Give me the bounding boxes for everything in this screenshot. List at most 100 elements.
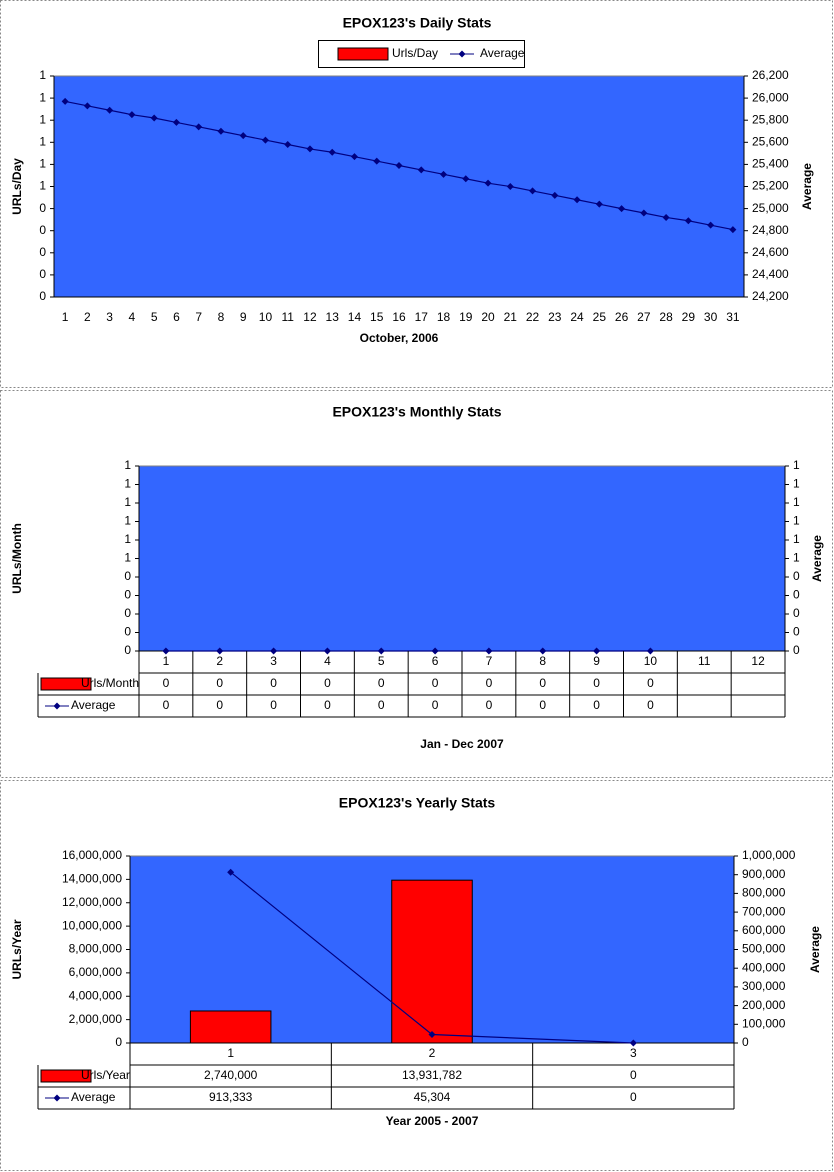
- legend-label: Average: [71, 1090, 116, 1104]
- x-tick-label: 19: [459, 310, 473, 324]
- tick-label: 0: [742, 1035, 749, 1049]
- table-cell: 0: [270, 698, 277, 712]
- legend-label: Urls/Month: [81, 676, 139, 690]
- marker: [484, 179, 492, 187]
- marker: [462, 175, 470, 183]
- marker: [270, 647, 278, 655]
- tick-label: 1: [39, 179, 46, 193]
- x-axis-title: Jan - Dec 2007: [420, 737, 504, 751]
- legend-key: [337, 47, 389, 61]
- table-header: 12: [751, 654, 765, 668]
- tick-label: 25,800: [752, 112, 789, 126]
- tick-label: 0: [793, 588, 800, 602]
- tick-label: 1: [793, 514, 800, 528]
- tick-label: 25,200: [752, 179, 789, 193]
- table-header: 7: [486, 654, 493, 668]
- marker: [216, 647, 224, 655]
- marker: [284, 141, 292, 149]
- x-tick-label: 26: [615, 310, 629, 324]
- x-tick-label: 5: [151, 310, 158, 324]
- table-header: 6: [432, 654, 439, 668]
- table-cell: 0: [216, 676, 223, 690]
- tick-label: 800,000: [742, 886, 786, 900]
- x-tick-label: 23: [548, 310, 562, 324]
- x-tick-label: 31: [726, 310, 740, 324]
- x-tick-label: 7: [195, 310, 202, 324]
- marker: [150, 114, 158, 122]
- marker: [539, 647, 547, 655]
- table-cell: 2,740,000: [204, 1068, 258, 1082]
- tick-label: 24,600: [752, 245, 789, 259]
- table-header: 4: [324, 654, 331, 668]
- marker: [417, 166, 425, 174]
- tick-label: 0: [39, 245, 46, 259]
- x-tick-label: 15: [370, 310, 384, 324]
- x-tick-label: 12: [303, 310, 317, 324]
- marker: [350, 153, 358, 161]
- tick-label: 25,400: [752, 157, 789, 171]
- tick-label: 1: [124, 458, 131, 472]
- chart-title: EPOX123's Yearly Stats: [339, 795, 496, 811]
- table-header: 1: [227, 1046, 234, 1060]
- marker: [629, 1039, 637, 1047]
- marker: [440, 170, 448, 178]
- x-tick-label: 16: [392, 310, 406, 324]
- y-axis-title: URLs/Year: [10, 919, 24, 979]
- tick-label: 0: [793, 643, 800, 657]
- marker: [485, 647, 493, 655]
- legend-key: [53, 1094, 61, 1102]
- legend-key: [53, 702, 61, 710]
- table-cell: 0: [593, 676, 600, 690]
- x-tick-label: 2: [84, 310, 91, 324]
- tick-label: 26,000: [752, 90, 789, 104]
- table-header: 8: [539, 654, 546, 668]
- table-cell: 0: [324, 676, 331, 690]
- legend-label: Urls/Year: [81, 1068, 130, 1082]
- marker: [729, 226, 737, 234]
- table-cell: 13,931,782: [402, 1068, 462, 1082]
- x-tick-label: 10: [259, 310, 273, 324]
- marker: [172, 118, 180, 126]
- y2-axis-title: Average: [810, 535, 824, 582]
- table-cell: 0: [163, 676, 170, 690]
- marker: [106, 106, 114, 114]
- table-cell: 0: [216, 698, 223, 712]
- tick-label: 300,000: [742, 979, 786, 993]
- table-cell: 0: [486, 676, 493, 690]
- tick-label: 12,000,000: [62, 895, 122, 909]
- tick-label: 1: [39, 68, 46, 82]
- legend-label: Average: [480, 46, 525, 60]
- tick-label: 8,000,000: [69, 942, 123, 956]
- table-cell: 0: [593, 698, 600, 712]
- x-tick-label: 1: [62, 310, 69, 324]
- tick-label: 1: [793, 477, 800, 491]
- table-header: 1: [163, 654, 170, 668]
- table-cell: 0: [630, 1090, 637, 1104]
- marker: [373, 157, 381, 165]
- x-tick-label: 27: [637, 310, 651, 324]
- tick-label: 1: [124, 532, 131, 546]
- legend-key: [458, 50, 466, 58]
- table-cell: 913,333: [209, 1090, 253, 1104]
- legend-key: [40, 677, 92, 691]
- marker: [573, 196, 581, 204]
- marker: [128, 111, 136, 119]
- tick-label: 900,000: [742, 867, 786, 881]
- tick-label: 700,000: [742, 904, 786, 918]
- marker: [428, 1031, 436, 1039]
- table-header: 3: [270, 654, 277, 668]
- tick-label: 1: [39, 112, 46, 126]
- x-tick-label: 30: [704, 310, 718, 324]
- x-axis-title: October, 2006: [360, 331, 439, 345]
- marker: [61, 97, 69, 105]
- tick-label: 0: [124, 643, 131, 657]
- tick-label: 0: [39, 267, 46, 281]
- table-cell: 0: [432, 676, 439, 690]
- x-tick-label: 11: [281, 310, 294, 324]
- table-header: 2: [429, 1046, 436, 1060]
- tick-label: 0: [39, 201, 46, 215]
- marker: [306, 145, 314, 153]
- marker: [261, 136, 269, 144]
- x-tick-label: 8: [218, 310, 225, 324]
